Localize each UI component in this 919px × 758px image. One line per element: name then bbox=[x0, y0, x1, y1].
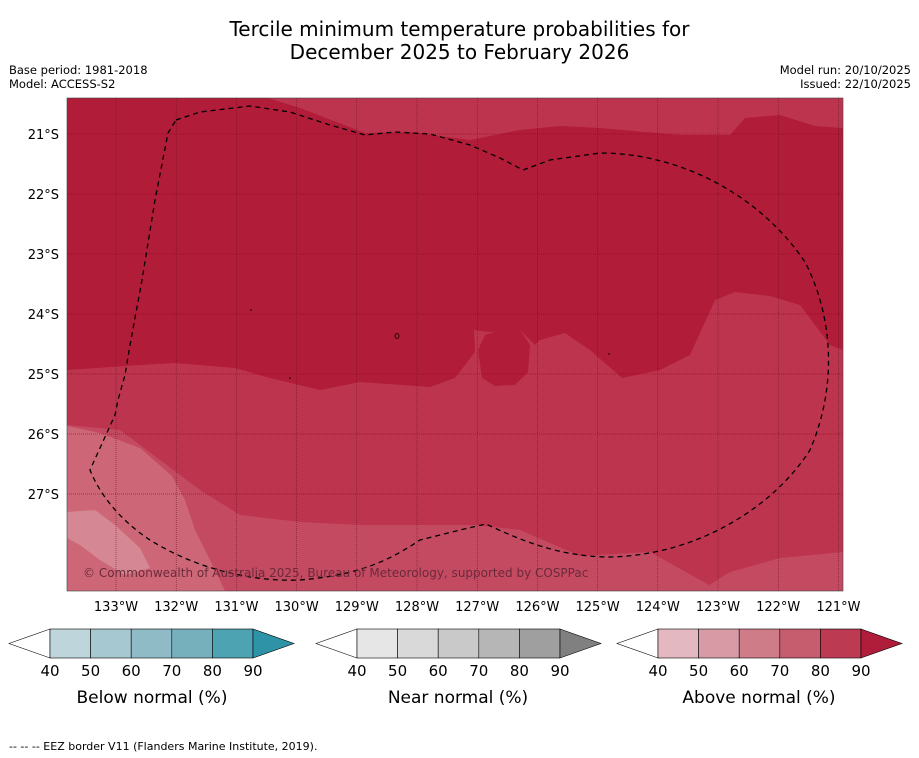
zone-70-80-north bbox=[268, 98, 843, 140]
lon-label: 125°W bbox=[576, 600, 620, 615]
zone-60-70-east bbox=[700, 552, 843, 591]
copyright-notice: © Commonwealth of Australia 2025, Bureau… bbox=[83, 566, 588, 580]
legend-group: 40 50 60 70 80 90 40 50 60 70 80 90 40 50 60 70 80 90 bbox=[8, 628, 903, 680]
zone-40-50 bbox=[67, 510, 150, 575]
legend-titles: Below normal (%) Near normal (%) Above n… bbox=[77, 688, 836, 708]
legend-near-swatch bbox=[397, 628, 439, 659]
legend-near-tick: 40 bbox=[347, 662, 366, 680]
legend-above-min-arrow bbox=[616, 628, 659, 659]
map-frame bbox=[66, 97, 844, 592]
legend-below-tick: 70 bbox=[162, 662, 181, 680]
legend-above-tick: 40 bbox=[648, 662, 667, 680]
model-name: Model: ACCESS-S2 bbox=[9, 77, 116, 91]
legend-above-swatch bbox=[698, 628, 740, 659]
legend-above-tick: 60 bbox=[730, 662, 749, 680]
map-figure: © Commonwealth of Australia 2025, Bureau… bbox=[8, 97, 903, 708]
legend-near-tick: 60 bbox=[429, 662, 448, 680]
legend-near-swatch bbox=[478, 628, 520, 659]
latitude-labels: 21°S 22°S 23°S 24°S 25°S 26°S 27°S bbox=[28, 128, 59, 503]
legend-above-tick: 90 bbox=[851, 662, 870, 680]
lon-label: 133°W bbox=[94, 600, 138, 615]
legend-below-max-arrow bbox=[252, 628, 295, 659]
legend-near-tick: 70 bbox=[469, 662, 488, 680]
zone-60-70 bbox=[67, 425, 720, 591]
base-period: Base period: 1981-2018 bbox=[9, 63, 148, 77]
legend-near-tick: 50 bbox=[388, 662, 407, 680]
island-dot bbox=[250, 309, 252, 311]
meta-right: Model run: 20/10/2025 Issued: 22/10/2025 bbox=[780, 63, 911, 91]
chart-title: Tercile minimum temperature probabilitie… bbox=[0, 18, 919, 64]
island-dot bbox=[289, 377, 291, 379]
lon-label: 128°W bbox=[395, 600, 439, 615]
legend-above-swatch bbox=[738, 628, 781, 659]
island-marker bbox=[394, 333, 400, 339]
eez-border bbox=[89, 105, 830, 581]
legend-below-min-arrow bbox=[8, 628, 51, 659]
legend-above-swatch bbox=[657, 628, 699, 659]
legend-title-above: Above normal (%) bbox=[682, 688, 835, 708]
title-line-2: December 2025 to February 2026 bbox=[289, 40, 630, 64]
legend-near-swatch bbox=[437, 628, 480, 659]
legend-below-swatch bbox=[212, 628, 254, 659]
lat-label: 22°S bbox=[28, 188, 59, 203]
lon-label: 130°W bbox=[275, 600, 319, 615]
legend-below-tick: 60 bbox=[122, 662, 141, 680]
map-grid bbox=[67, 98, 843, 591]
eez-footnote: -- -- -- EEZ border V11 (Flanders Marine… bbox=[9, 740, 318, 753]
longitude-labels: 133°W 132°W 131°W 130°W 129°W 128°W 127°W 126°W… bbox=[94, 600, 861, 615]
probability-map bbox=[67, 98, 843, 591]
legend-above-tick: 50 bbox=[689, 662, 708, 680]
legend-above-max-arrow bbox=[860, 628, 903, 659]
zone-80-tongue bbox=[478, 330, 530, 386]
legend-title-near: Near normal (%) bbox=[388, 688, 528, 708]
legend-below-tick: 90 bbox=[243, 662, 262, 680]
legend-below-swatch bbox=[49, 628, 91, 659]
legend-near-min-arrow bbox=[315, 628, 358, 659]
island-dot bbox=[608, 353, 610, 355]
legend-title-below: Below normal (%) bbox=[77, 688, 228, 708]
lon-label: 122°W bbox=[756, 600, 800, 615]
lat-label: 23°S bbox=[28, 248, 59, 263]
legend-above-swatch bbox=[779, 628, 821, 659]
lat-label: 27°S bbox=[28, 488, 59, 503]
meta-left: Base period: 1981-2018 Model: ACCESS-S2 bbox=[9, 63, 148, 91]
lat-label: 25°S bbox=[28, 368, 59, 383]
legend-below-swatch bbox=[130, 628, 173, 659]
title-line-1: Tercile minimum temperature probabilitie… bbox=[229, 17, 690, 41]
lon-label: 127°W bbox=[455, 600, 499, 615]
legend-near-tick: 80 bbox=[510, 662, 529, 680]
legend-near-max-arrow bbox=[559, 628, 602, 659]
lon-label: 131°W bbox=[214, 600, 258, 615]
lon-label: 123°W bbox=[696, 600, 740, 615]
lon-label: 121°W bbox=[816, 600, 860, 615]
legend-near-swatch bbox=[356, 628, 398, 659]
legend-above-tick: 80 bbox=[811, 662, 830, 680]
lat-label: 24°S bbox=[28, 308, 59, 323]
lat-label: 21°S bbox=[28, 128, 59, 143]
lon-label: 129°W bbox=[335, 600, 379, 615]
legend-below-tick: 50 bbox=[81, 662, 100, 680]
lon-label: 132°W bbox=[154, 600, 198, 615]
legend-above-tick: 70 bbox=[770, 662, 789, 680]
legend-near-swatch bbox=[519, 628, 561, 659]
legend-above-swatch bbox=[820, 628, 862, 659]
legend-near-tick: 90 bbox=[550, 662, 569, 680]
model-run: Model run: 20/10/2025 bbox=[779, 63, 911, 77]
issued-date: Issued: 22/10/2025 bbox=[800, 77, 911, 91]
zone-70-80 bbox=[67, 292, 843, 591]
lon-label: 126°W bbox=[515, 600, 559, 615]
legend-below-swatch bbox=[90, 628, 132, 659]
legend-below-swatch bbox=[171, 628, 213, 659]
legend-below-tick: 80 bbox=[203, 662, 222, 680]
lon-label: 124°W bbox=[636, 600, 680, 615]
legend-below-tick: 40 bbox=[40, 662, 59, 680]
lat-label: 26°S bbox=[28, 428, 59, 443]
